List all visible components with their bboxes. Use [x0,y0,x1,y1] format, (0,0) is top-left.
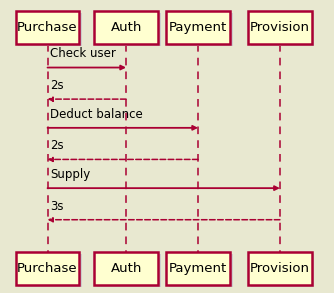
Bar [166,252,230,285]
Text: Provision: Provision [250,262,310,275]
Bar [97,254,161,287]
Bar [16,11,79,44]
Text: Auth: Auth [111,21,142,34]
Text: Purchase: Purchase [17,21,78,34]
Text: Check user: Check user [50,47,116,60]
Text: Supply: Supply [50,168,91,181]
Text: Payment: Payment [169,21,227,34]
Text: 3s: 3s [50,200,64,212]
Bar [169,254,232,287]
Bar [97,13,161,46]
Text: Purchase: Purchase [17,262,78,275]
Bar [18,254,82,287]
Text: Auth: Auth [111,262,142,275]
Bar [248,252,312,285]
Text: Provision: Provision [250,21,310,34]
Bar [166,11,230,44]
Bar [250,13,314,46]
Text: Deduct balance: Deduct balance [50,108,143,121]
Text: 2s: 2s [50,79,64,92]
Bar [16,252,79,285]
Text: Payment: Payment [169,262,227,275]
Bar [94,11,158,44]
Bar [248,11,312,44]
Text: 2s: 2s [50,139,64,152]
Bar [169,13,232,46]
Bar [94,252,158,285]
Bar [250,254,314,287]
Bar [18,13,82,46]
